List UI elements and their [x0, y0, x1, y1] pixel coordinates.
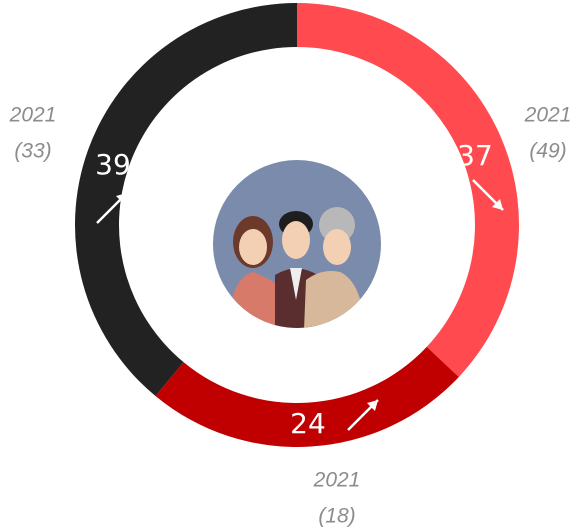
comparison-value: (18): [318, 505, 355, 528]
value-label: 37: [457, 139, 493, 172]
people-icon: [213, 160, 381, 330]
comparison-year: 2021: [524, 104, 572, 127]
comparison-value: (33): [14, 140, 51, 163]
comparison-year: 2021: [9, 104, 57, 127]
value-label: 24: [290, 407, 326, 440]
value-label: 39: [95, 148, 131, 181]
comparison-value: (49): [529, 140, 566, 163]
comparison-year: 2021: [313, 469, 361, 492]
chart: 37 2021 (49) 24 2021 (18) 39 2021 (33): [0, 0, 584, 531]
